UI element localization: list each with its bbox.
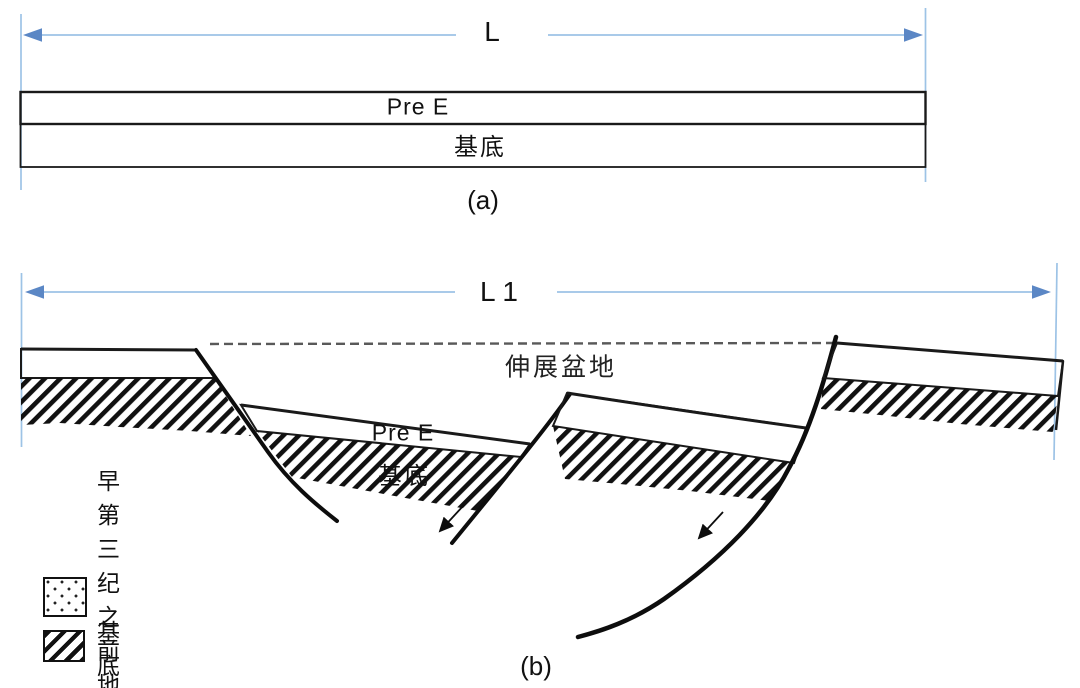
block4-basement-layer [821,378,1058,432]
panel-a-measure-arrowhead-left [23,28,42,42]
legend-basement-label: 基底 [97,619,121,679]
block1-basement-layer [21,378,251,436]
panel-a-basement-layer [19,123,927,168]
panel-a-pre-e-layer [19,90,927,126]
main-fault-slip-arrow [697,511,724,540]
block2-basement-layer [257,431,521,511]
block4-right-edge [1054,360,1065,431]
panel-b-pre-e-label: Pre E [371,419,435,446]
block2-top-edge [240,403,531,446]
extensional-basin-label: 伸展盆地 [504,353,618,382]
panel-b [20,262,1065,640]
fault2-slip-arrow [438,504,465,533]
block3-top-edge [566,391,807,430]
block3-basement-layer [553,426,794,501]
block1-pre-e-layer [20,347,217,379]
basin-surface-dashed-line [209,341,834,346]
panel-a [19,8,927,190]
fault-1-line [194,348,339,523]
legend-hatched-swatch [43,630,85,662]
panel-a-measure-arrowhead-right [904,28,923,42]
panel-b-caption: (b) [520,651,552,681]
panel-b-measure-arrowhead-left [25,285,44,299]
block1-top-edge [20,347,197,352]
panel-b-basement-label: 基底 [378,463,430,490]
panel-a-length-label: L [484,16,500,47]
panel-a-basement-label: 基底 [454,134,506,161]
main-listric-fault-line [575,334,839,640]
panel-a-caption: (a) [467,185,499,215]
panel-a-pre-e-label: Pre E [386,93,450,120]
legend-dotted-swatch [43,577,87,617]
panel-b-measure-arrowhead-right [1032,285,1051,299]
legend-pre-tertiary-label: 早第三纪之前地层 [97,468,121,688]
panel-b-length-label: L 1 [480,276,518,307]
block4-top-edge [836,341,1064,363]
